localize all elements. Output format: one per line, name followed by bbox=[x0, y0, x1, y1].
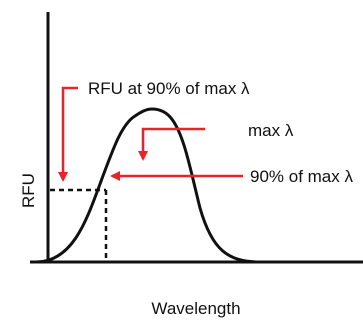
x-axis-label: Wavelength bbox=[151, 299, 240, 318]
ninety-pct-label: 90% of max λ bbox=[250, 167, 353, 186]
rfu-90-arrow bbox=[58, 86, 78, 182]
max-lambda-arrow bbox=[138, 127, 205, 161]
max-lambda-label: max λ bbox=[248, 121, 294, 140]
rfu-90-label: RFU at 90% of max λ bbox=[88, 79, 250, 98]
y-axis-label: RFU bbox=[19, 173, 38, 208]
